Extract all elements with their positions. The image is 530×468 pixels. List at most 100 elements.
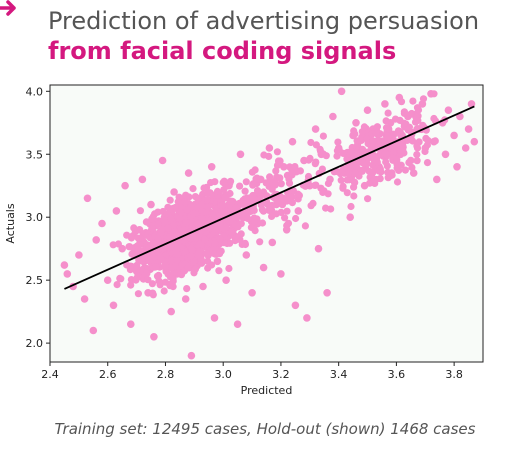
scatter-point [409, 97, 417, 105]
scatter-point [210, 314, 219, 322]
scatter-point [130, 224, 138, 232]
y-tick-label: 2.5 [26, 274, 44, 287]
scatter-point [345, 169, 353, 178]
scatter-point [311, 125, 320, 133]
scatter-point [277, 180, 285, 188]
scatter-point [166, 282, 174, 290]
scatter-point [225, 264, 233, 273]
scatter-point [113, 281, 121, 289]
scatter-point [171, 262, 180, 270]
scatter-point [311, 181, 319, 189]
scatter-point [89, 326, 98, 335]
scatter-point [397, 98, 406, 106]
scatter-point [306, 154, 314, 162]
scatter-point [376, 175, 384, 183]
scatter-point [433, 175, 441, 184]
scatter-point [371, 175, 379, 183]
scatter-point [219, 201, 227, 209]
scatter-point [301, 182, 309, 190]
fit-line [64, 105, 475, 290]
x-axis: 2.4 2.6 2.8 3.0 3.2 3.4 3.6 3.8 [41, 362, 463, 381]
scatter-point [134, 290, 142, 298]
scatter-point [369, 155, 378, 163]
scatter-point [241, 239, 249, 247]
scatter-point [363, 106, 372, 114]
scatter-point [266, 173, 274, 181]
scatter-point [360, 159, 368, 167]
title-block: Prediction of advertising persuasion fro… [48, 6, 518, 66]
x-tick-label: 2.8 [157, 368, 175, 381]
scatter-point [167, 307, 175, 316]
y-tick-label: 3.5 [26, 148, 44, 161]
y-axis-label: Actuals [4, 203, 17, 243]
scatter-point [343, 176, 351, 184]
scatter-point [323, 289, 331, 297]
scatter-point [408, 163, 416, 172]
scatter-point [381, 100, 389, 108]
scatter-point [383, 151, 391, 159]
scatter-point [334, 168, 342, 176]
scatter-point [147, 200, 155, 209]
scatter-point [413, 142, 421, 150]
scatter-point [333, 152, 341, 160]
scatter-point [117, 275, 125, 283]
scatter-point [396, 116, 404, 124]
scatter-point [121, 181, 129, 190]
scatter-point [369, 137, 377, 145]
scatter-point [375, 167, 383, 175]
scatter-point [248, 289, 256, 297]
x-tick-label: 3.8 [445, 368, 463, 381]
scatter-point [138, 257, 146, 265]
scatter-point [413, 104, 422, 112]
scatter-point [183, 285, 191, 293]
page-title: Prediction of advertising persuasion [48, 7, 480, 35]
x-tick-label: 3.2 [272, 368, 290, 381]
scatter-point [189, 185, 197, 193]
scatter-point [127, 281, 135, 289]
scatter-point [197, 255, 205, 263]
scatter-point [322, 204, 330, 212]
scatter-point [188, 218, 196, 226]
scatter-point [386, 172, 394, 180]
scatter-point [400, 109, 408, 117]
scatter-point [271, 181, 279, 189]
scatter-point [156, 281, 164, 289]
scatter-point [176, 214, 184, 222]
scatter-point [240, 199, 248, 208]
scatter-point [372, 130, 380, 138]
scatter-point [314, 244, 323, 253]
scatter-point [346, 213, 355, 221]
x-tick-label: 2.6 [99, 368, 117, 381]
scatter-point [292, 214, 300, 223]
scatter-point [319, 188, 327, 196]
scatter-point [262, 179, 270, 187]
scatter-point [251, 227, 259, 235]
scatter-point [157, 254, 165, 262]
scatter-point [358, 128, 366, 136]
scatter-point [187, 252, 195, 260]
scatter-point [127, 234, 136, 242]
scatter-point [195, 249, 203, 257]
scatter-point [268, 238, 277, 247]
scatter-point [166, 196, 174, 204]
scatter-point [190, 258, 198, 266]
scatter-point [467, 100, 476, 108]
scatter-point [225, 217, 233, 225]
scatter-point [249, 191, 257, 200]
scatter-point [138, 175, 147, 184]
scatter-point [237, 220, 245, 228]
arrow-icon [0, 0, 16, 16]
scatter-point [213, 257, 222, 266]
scatter-point [211, 178, 219, 186]
scatter-point [242, 251, 251, 259]
scatter-point [283, 207, 291, 215]
scatter-point [241, 187, 249, 195]
scatter-point [250, 206, 258, 214]
scatter-point [211, 239, 219, 247]
y-tick-label: 4.0 [26, 85, 44, 98]
scatter-point [207, 216, 216, 224]
scatter-point [347, 147, 355, 155]
scatter-point [254, 188, 262, 196]
scatter-point [337, 87, 346, 96]
scatter-point [80, 295, 89, 303]
